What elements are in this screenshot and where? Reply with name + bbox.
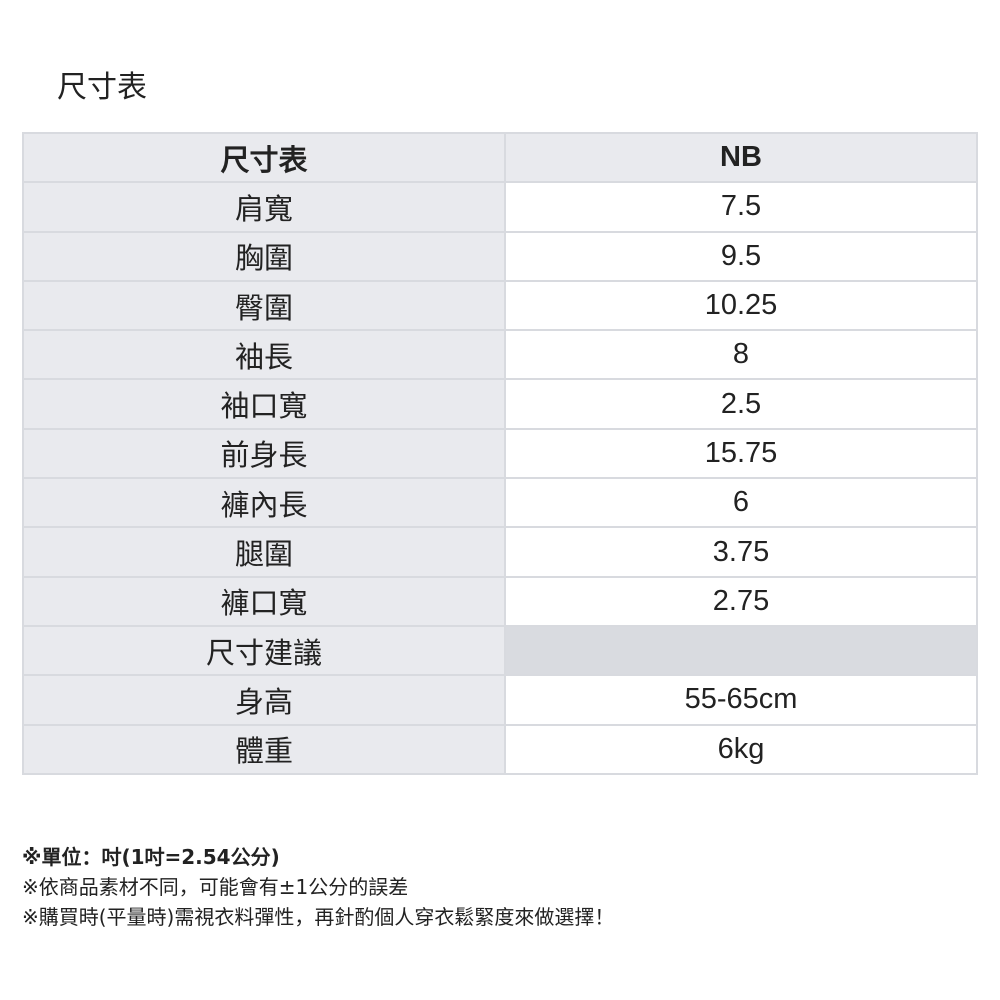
row-value: 55-65cm: [504, 674, 978, 726]
row-label: 褲內長: [22, 477, 506, 529]
page-title: 尺寸表: [57, 70, 147, 105]
note-elasticity: ※購買時(平量時)需視衣料彈性，再針酌個人穿衣鬆緊度來做選擇！: [22, 905, 615, 929]
table-row: 前身長 15.75: [22, 427, 978, 480]
row-label: 臀圍: [22, 279, 506, 332]
note-tolerance: ※依商品素材不同，可能會有±1公分的誤差: [22, 875, 409, 899]
table-row: 體重 6kg: [22, 723, 978, 775]
table-row: 袖長 8: [22, 329, 978, 381]
row-value: 8: [504, 329, 978, 381]
row-label: 袖口寬: [22, 378, 506, 430]
row-label: 前身長: [22, 427, 506, 480]
table-row: 褲內長 6: [22, 477, 978, 529]
row-label: 褲口寬: [22, 575, 506, 627]
row-label: 腿圍: [22, 526, 506, 578]
table-row: 袖口寬 2.5: [22, 378, 978, 430]
row-value: 9.5: [504, 230, 978, 282]
note-unit: ※單位：吋(1吋=2.54公分): [22, 845, 280, 869]
table-row: 身高 55-65cm: [22, 674, 978, 726]
table-header-row: 尺寸表 NB: [22, 131, 978, 184]
row-value: 7.5: [504, 181, 978, 233]
row-label: 胸圍: [22, 230, 506, 282]
header-cell-size: NB: [504, 131, 978, 184]
table-row: 臀圍 10.25: [22, 279, 978, 332]
header-cell-label: 尺寸表: [22, 131, 506, 184]
table-row: 褲口寬 2.75: [22, 575, 978, 627]
table-row: 腿圍 3.75: [22, 526, 978, 578]
row-value: 10.25: [504, 279, 978, 332]
row-value: 15.75: [504, 427, 978, 480]
row-label: 肩寬: [22, 181, 506, 233]
notes: ※單位：吋(1吋=2.54公分) ※依商品素材不同，可能會有±1公分的誤差 ※購…: [22, 842, 614, 932]
row-label: 尺寸建議: [22, 624, 506, 677]
table-row: 肩寬 7.5: [22, 181, 978, 233]
size-table: 尺寸表 NB 肩寬 7.5 胸圍 9.5 臀圍 10.25 袖長 8 袖口寬 2.5 前身長 15.7…: [22, 131, 978, 775]
row-value: 6kg: [504, 723, 978, 775]
table-row: 尺寸建議: [22, 624, 978, 677]
row-value: 2.5: [504, 378, 978, 430]
row-value: 6: [504, 477, 978, 529]
row-label: 身高: [22, 674, 506, 726]
row-value: 2.75: [504, 575, 978, 627]
row-value: [504, 624, 978, 677]
row-label: 體重: [22, 723, 506, 775]
row-label: 袖長: [22, 329, 506, 381]
table-row: 胸圍 9.5: [22, 230, 978, 282]
row-value: 3.75: [504, 526, 978, 578]
